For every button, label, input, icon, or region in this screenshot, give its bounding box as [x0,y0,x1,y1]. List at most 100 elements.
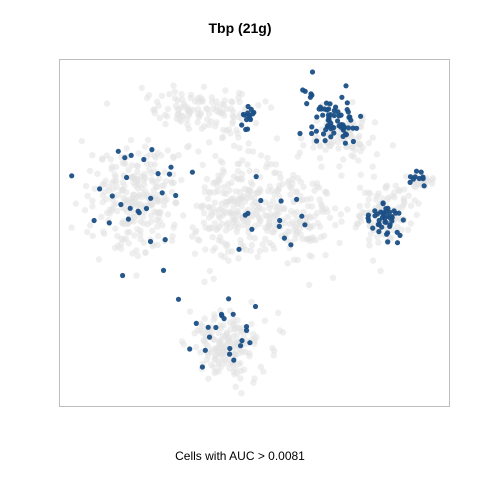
background-cell-point [234,200,241,208]
background-cell-point [259,241,266,248]
background-cell-point [183,116,191,123]
background-cell-point [322,146,329,153]
background-cell-point [284,213,291,221]
background-cell-point [322,252,329,259]
background-cell-point [201,123,208,130]
highlighted-cell-point [348,117,354,123]
background-cell-point [202,340,209,347]
background-cell-point [429,175,437,182]
background-cell-point [208,361,215,368]
background-cell-point [234,160,241,168]
highlighted-cell-point [416,175,422,182]
background-cell-point [365,139,373,147]
background-cell-point [234,339,241,346]
background-cell-point [131,232,138,239]
background-cell-point [237,237,244,244]
background-cell-point [215,368,222,375]
background-cell-point [412,184,419,191]
highlighted-cell-point [385,239,391,245]
background-cell-point [202,246,209,253]
background-cell-point [198,95,206,103]
background-cell-point [336,239,343,247]
highlighted-cell-point [128,152,134,158]
background-cell-point [154,232,162,240]
highlighted-cell-point [385,230,391,236]
background-cell-point [82,182,90,190]
background-cell-point [94,170,101,177]
background-cell-point [153,178,160,186]
highlighted-cell-point [394,229,400,235]
background-cell-point [251,198,259,206]
background-cell-point [335,133,342,140]
background-cell-point [331,205,339,212]
background-cell-point [180,341,187,348]
highlighted-cell-point [383,206,389,212]
background-cell-point [357,171,364,178]
background-cell-point [273,135,281,142]
background-cell-point [177,118,185,125]
highlighted-cell-point [366,218,372,224]
background-cell-point [144,136,152,144]
highlighted-cell-point [205,324,211,330]
background-cell-point [234,175,241,182]
background-cell-point [164,105,172,113]
background-cell-point [317,143,324,150]
background-cell-point [197,349,204,356]
background-cell-point [218,220,226,227]
background-cell-point [105,183,112,190]
highlighted-cell-point [331,108,337,114]
background-cell-point [113,183,120,190]
highlighted-cell-point [394,240,401,246]
background-cell-point [337,211,344,218]
highlighted-cell-point [245,103,251,110]
background-cell-point [151,106,158,113]
background-cell-point [158,152,165,159]
background-cell-point [219,133,227,140]
background-cell-point [171,221,178,228]
highlighted-cell-point [230,311,236,317]
background-cell-point [149,227,156,234]
background-cell-point [154,183,161,191]
background-cell-point [272,161,280,168]
highlighted-cell-point [240,111,246,118]
highlighted-cell-point [288,242,294,248]
background-cell-point [203,175,211,183]
highlighted-cell-point [331,112,337,119]
highlighted-cell-point [227,351,233,357]
background-cell-point [213,98,220,105]
background-cell-point [125,166,132,173]
background-cell-point [203,116,211,123]
background-cell-point [124,229,131,236]
background-cell-point [99,181,106,189]
background-cell-point [297,231,304,238]
background-cell-point [264,154,271,162]
background-cell-point [347,142,354,149]
highlighted-cell-point [413,168,420,174]
background-cell-point [181,103,188,110]
background-cell-point [89,203,96,210]
background-cell-point [138,173,145,180]
highlighted-cell-point [247,340,253,346]
background-cell-point [232,383,239,390]
background-cell-point [221,357,229,364]
background-cell-point [121,159,128,166]
highlighted-cell-point [365,212,371,218]
background-cell-point [224,336,231,344]
background-cell-point [220,101,228,109]
highlighted-cell-point [376,221,382,227]
background-cell-point [212,152,219,160]
background-cell-point [223,331,230,338]
background-cell-point [403,173,410,180]
background-cell-point [276,193,283,200]
background-cell-point [174,106,181,113]
background-cell-point [253,210,260,218]
highlighted-cell-point [149,147,155,153]
highlighted-cell-point [238,343,244,349]
background-cell-point [178,176,185,184]
background-cell-point [222,227,230,234]
highlighted-cell-point [342,140,348,146]
background-cell-point [213,226,220,233]
background-cell-point [322,205,329,212]
highlighted-cell-point [391,208,397,214]
background-cell-point [356,184,364,191]
